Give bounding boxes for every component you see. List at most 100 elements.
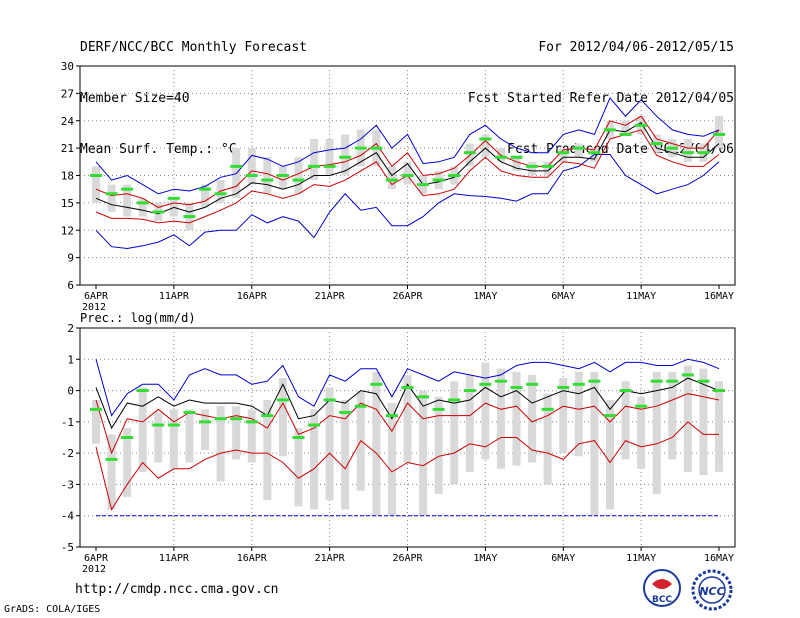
precip-spread-box — [481, 362, 490, 460]
temperature-spread-box — [715, 116, 723, 149]
temperature-ytick-label: 18 — [61, 170, 74, 183]
temperature-spread-box — [123, 184, 132, 217]
precip-median-marker — [713, 389, 725, 393]
temperature-ytick-label: 9 — [67, 252, 74, 265]
precip-ytick-label: -1 — [61, 416, 74, 429]
precip-spread-box — [512, 371, 521, 466]
temperature-median-marker — [199, 187, 212, 191]
temperature-median-marker — [572, 146, 585, 150]
temperature-spread-box — [528, 161, 537, 176]
precip-spread-box — [341, 399, 350, 510]
temperature-ytick-label: 27 — [61, 87, 74, 100]
temperature-xtick-label: 16MAY — [704, 291, 734, 302]
temperature-ytick-label: 24 — [61, 115, 75, 128]
temperature-median-marker — [666, 146, 679, 150]
precip-median-marker — [650, 379, 663, 383]
temperature-median-marker — [323, 164, 336, 168]
precip-spread-box — [107, 434, 116, 510]
temperature-xtick-label: 6APR — [84, 291, 109, 302]
temperature-median-marker — [245, 174, 258, 177]
precip-median-marker — [90, 407, 102, 411]
temperature-median-marker — [354, 146, 367, 150]
precip-median-marker — [167, 423, 180, 427]
temperature-median-marker — [152, 210, 165, 214]
precip-spread-box — [201, 409, 210, 451]
precip-median-marker — [697, 379, 710, 383]
precip-spread-box — [278, 378, 287, 457]
precip-ytick-label: -2 — [61, 447, 74, 460]
temperature-spread-box — [512, 157, 521, 171]
precip-spread-box — [310, 409, 319, 510]
precip-median-marker — [526, 382, 539, 386]
precip-spread-box — [590, 371, 599, 516]
precip-median-marker — [183, 410, 196, 414]
temperature-median-marker — [167, 196, 180, 200]
precip-median-marker — [385, 414, 398, 418]
chart-main-title: DERF/NCC/BCC Monthly Forecast — [80, 40, 307, 55]
temperature-median-marker — [308, 164, 321, 168]
precip-ytick-label: 0 — [67, 385, 74, 398]
precip-spread-box — [185, 409, 194, 463]
temperature-median-marker — [603, 128, 616, 132]
temperature-median-marker — [448, 174, 461, 177]
source-url[interactable]: http://cmdp.ncc.cma.gov.cn — [75, 582, 279, 597]
temperature-ytick-label: 15 — [61, 197, 74, 210]
precip-spread-box — [668, 371, 677, 460]
precip-year-label: 2012 — [82, 564, 106, 575]
temperature-spread-box — [278, 166, 287, 190]
precip-spread-box — [169, 409, 178, 469]
bcc-logo: BCC — [643, 569, 681, 607]
refer-date-label: Fcst Started Refer Date 2012/04/05 — [467, 91, 734, 106]
temperature-upper-band-line — [95, 115, 720, 208]
temperature-median-marker — [557, 151, 570, 155]
temperature-spread-box — [310, 139, 319, 181]
precip-spread-box — [325, 387, 334, 501]
precip-spread-box — [715, 381, 723, 472]
temperature-median-marker — [401, 174, 414, 177]
precip-median-marker — [121, 436, 134, 439]
temperature-median-marker — [417, 183, 430, 187]
precip-spread-box — [403, 374, 412, 463]
precip-panel-title: Prec.: log(mm/d) — [80, 311, 196, 325]
temperature-xtick-label: 26APR — [392, 291, 423, 302]
precip-median-marker — [401, 385, 414, 389]
precip-xtick-label: 11APR — [159, 553, 190, 564]
temperature-median-marker — [526, 164, 539, 168]
precip-median-marker — [276, 398, 289, 402]
precip-xtick-label: 11MAY — [626, 553, 656, 564]
precip-xtick-label: 16APR — [237, 553, 268, 564]
precip-spread-box — [699, 368, 708, 476]
forecast-period-label: For 2012/04/06-2012/05/15 — [538, 40, 734, 55]
precip-spread-box — [372, 371, 381, 516]
temperature-median-marker — [90, 174, 102, 177]
precip-spread-box — [138, 387, 147, 472]
precip-median-marker — [308, 423, 321, 427]
temperature-median-marker — [432, 178, 445, 182]
precip-spread-box — [465, 374, 474, 472]
precip-median-marker — [448, 398, 461, 402]
precip-median-marker — [354, 404, 367, 408]
temperature-median-marker — [339, 155, 352, 159]
precip-spread-box — [637, 396, 646, 469]
grads-credit: GrADS: COLA/IGES — [4, 604, 101, 615]
temperature-median-marker — [136, 201, 149, 205]
temperature-median-marker — [463, 151, 476, 155]
precip-spread-box — [543, 393, 552, 485]
temperature-ytick-label: 21 — [61, 142, 74, 155]
member-size-label: Member Size=40 — [80, 91, 190, 106]
precip-xtick-label: 21APR — [315, 553, 346, 564]
precip-median-marker — [510, 385, 523, 389]
temperature-ytick-label: 12 — [61, 224, 74, 237]
precip-median-marker — [619, 389, 632, 393]
temperature-xtick-label: 11APR — [159, 291, 190, 302]
precip-median-marker — [214, 417, 227, 421]
precip-median-marker — [666, 379, 679, 383]
temperature-spread-box — [387, 166, 396, 190]
precip-spread-box — [387, 403, 396, 516]
ncc-logo: NCC — [691, 569, 733, 611]
temperature-spread-box — [92, 166, 100, 203]
precip-median-marker — [230, 417, 243, 421]
temperature-median-marker — [588, 151, 601, 155]
temperature-xtick-label: 21APR — [315, 291, 346, 302]
